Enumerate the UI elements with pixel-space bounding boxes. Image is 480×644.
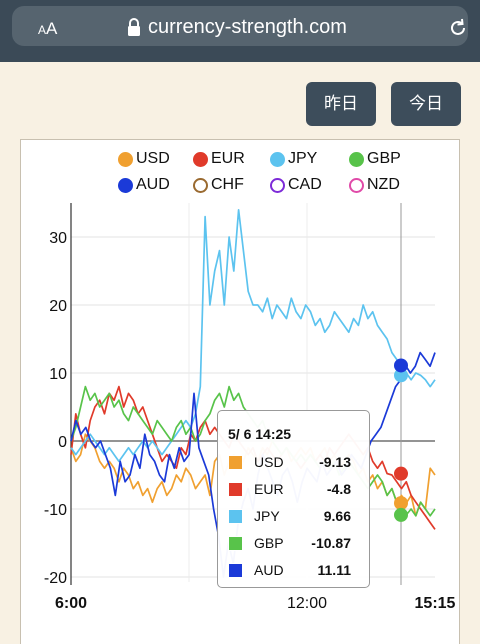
legend-item-aud[interactable]: AUD bbox=[118, 176, 170, 194]
tooltip-label: GBP bbox=[254, 535, 284, 551]
y-tick-label: 20 bbox=[49, 298, 67, 315]
legend-item-eur[interactable]: EUR bbox=[193, 150, 245, 168]
legend-label: JPY bbox=[288, 150, 318, 167]
tooltip-value: -10.87 bbox=[311, 535, 351, 551]
chart-legend: USD EUR JPY GBP AUD CHF CAD NZD bbox=[21, 140, 459, 200]
tooltip-title: 5/ 6 14:25 bbox=[228, 426, 292, 442]
legend-dot-icon bbox=[270, 177, 285, 193]
cursor-marker-gbp bbox=[394, 507, 408, 522]
today-button[interactable]: 今日 bbox=[391, 82, 461, 126]
y-tick-label: 0 bbox=[58, 434, 67, 451]
chart-tooltip: 5/ 6 14:25 USD -9.13 EUR -4.8 JPY 9.66 G… bbox=[217, 410, 370, 588]
tooltip-label: AUD bbox=[254, 562, 284, 578]
reload-icon[interactable] bbox=[448, 18, 468, 38]
y-tick-label: -20 bbox=[44, 570, 67, 587]
x-tick-label: 12:00 bbox=[287, 595, 327, 612]
x-tick-label: 15:15 bbox=[415, 595, 456, 612]
tooltip-label: USD bbox=[254, 454, 284, 470]
cursor-marker-eur bbox=[394, 466, 408, 481]
tooltip-row: AUD 11.11 bbox=[228, 561, 363, 581]
tooltip-swatch bbox=[228, 455, 243, 470]
legend-item-cad[interactable]: CAD bbox=[270, 176, 322, 194]
tooltip-swatch bbox=[228, 482, 243, 497]
tooltip-label: EUR bbox=[254, 481, 284, 497]
series-line-jpy bbox=[70, 208, 436, 463]
tooltip-value: 9.66 bbox=[323, 508, 351, 524]
y-tick-label: 10 bbox=[49, 366, 67, 383]
legend-item-chf[interactable]: CHF bbox=[193, 176, 244, 194]
legend-label: AUD bbox=[136, 176, 170, 193]
legend-label: CHF bbox=[211, 176, 244, 193]
url-field[interactable]: AA currency-strength.com bbox=[12, 6, 468, 46]
legend-label: GBP bbox=[367, 150, 401, 167]
lock-icon bbox=[128, 18, 140, 36]
cursor-marker-aud bbox=[394, 358, 408, 373]
legend-item-jpy[interactable]: JPY bbox=[270, 150, 317, 168]
legend-dot-icon bbox=[118, 177, 133, 193]
tooltip-swatch bbox=[228, 509, 243, 524]
tooltip-value: -9.13 bbox=[319, 454, 351, 470]
legend-item-usd[interactable]: USD bbox=[118, 150, 170, 168]
tooltip-row: EUR -4.8 bbox=[228, 480, 363, 500]
tooltip-row: GBP -10.87 bbox=[228, 534, 363, 554]
legend-label: NZD bbox=[367, 176, 400, 193]
legend-label: USD bbox=[136, 150, 170, 167]
browser-address-bar: AA currency-strength.com bbox=[0, 0, 480, 62]
legend-dot-icon bbox=[349, 151, 364, 167]
y-tick-label: 30 bbox=[49, 230, 67, 247]
url-text: currency-strength.com bbox=[148, 16, 347, 38]
legend-dot-icon bbox=[193, 151, 208, 167]
x-tick-label: 6:00 bbox=[55, 595, 87, 612]
y-tick-label: -10 bbox=[44, 502, 67, 519]
yesterday-button[interactable]: 昨日 bbox=[306, 82, 376, 126]
text-size-button[interactable]: AA bbox=[38, 19, 58, 38]
tooltip-value: -4.8 bbox=[326, 481, 351, 497]
tooltip-swatch bbox=[228, 563, 243, 578]
legend-dot-icon bbox=[193, 177, 208, 193]
legend-label: CAD bbox=[288, 176, 322, 193]
cursor-marker-usd bbox=[394, 496, 408, 511]
legend-dot-icon bbox=[349, 177, 364, 193]
tooltip-row: JPY 9.66 bbox=[228, 507, 363, 527]
legend-dot-icon bbox=[118, 151, 133, 167]
tooltip-value: 11.11 bbox=[317, 562, 352, 578]
cursor-marker-jpy bbox=[394, 368, 408, 383]
strength-chart: USD EUR JPY GBP AUD CHF CAD NZD 30 20 10 0 -10 -20 6:… bbox=[20, 139, 460, 644]
legend-label: EUR bbox=[211, 150, 245, 167]
legend-item-nzd[interactable]: NZD bbox=[349, 176, 400, 194]
legend-item-gbp[interactable]: GBP bbox=[349, 150, 401, 168]
legend-dot-icon bbox=[270, 151, 285, 167]
tooltip-row: USD -9.13 bbox=[228, 453, 363, 473]
tooltip-swatch bbox=[228, 536, 243, 551]
tooltip-label: JPY bbox=[254, 508, 280, 524]
